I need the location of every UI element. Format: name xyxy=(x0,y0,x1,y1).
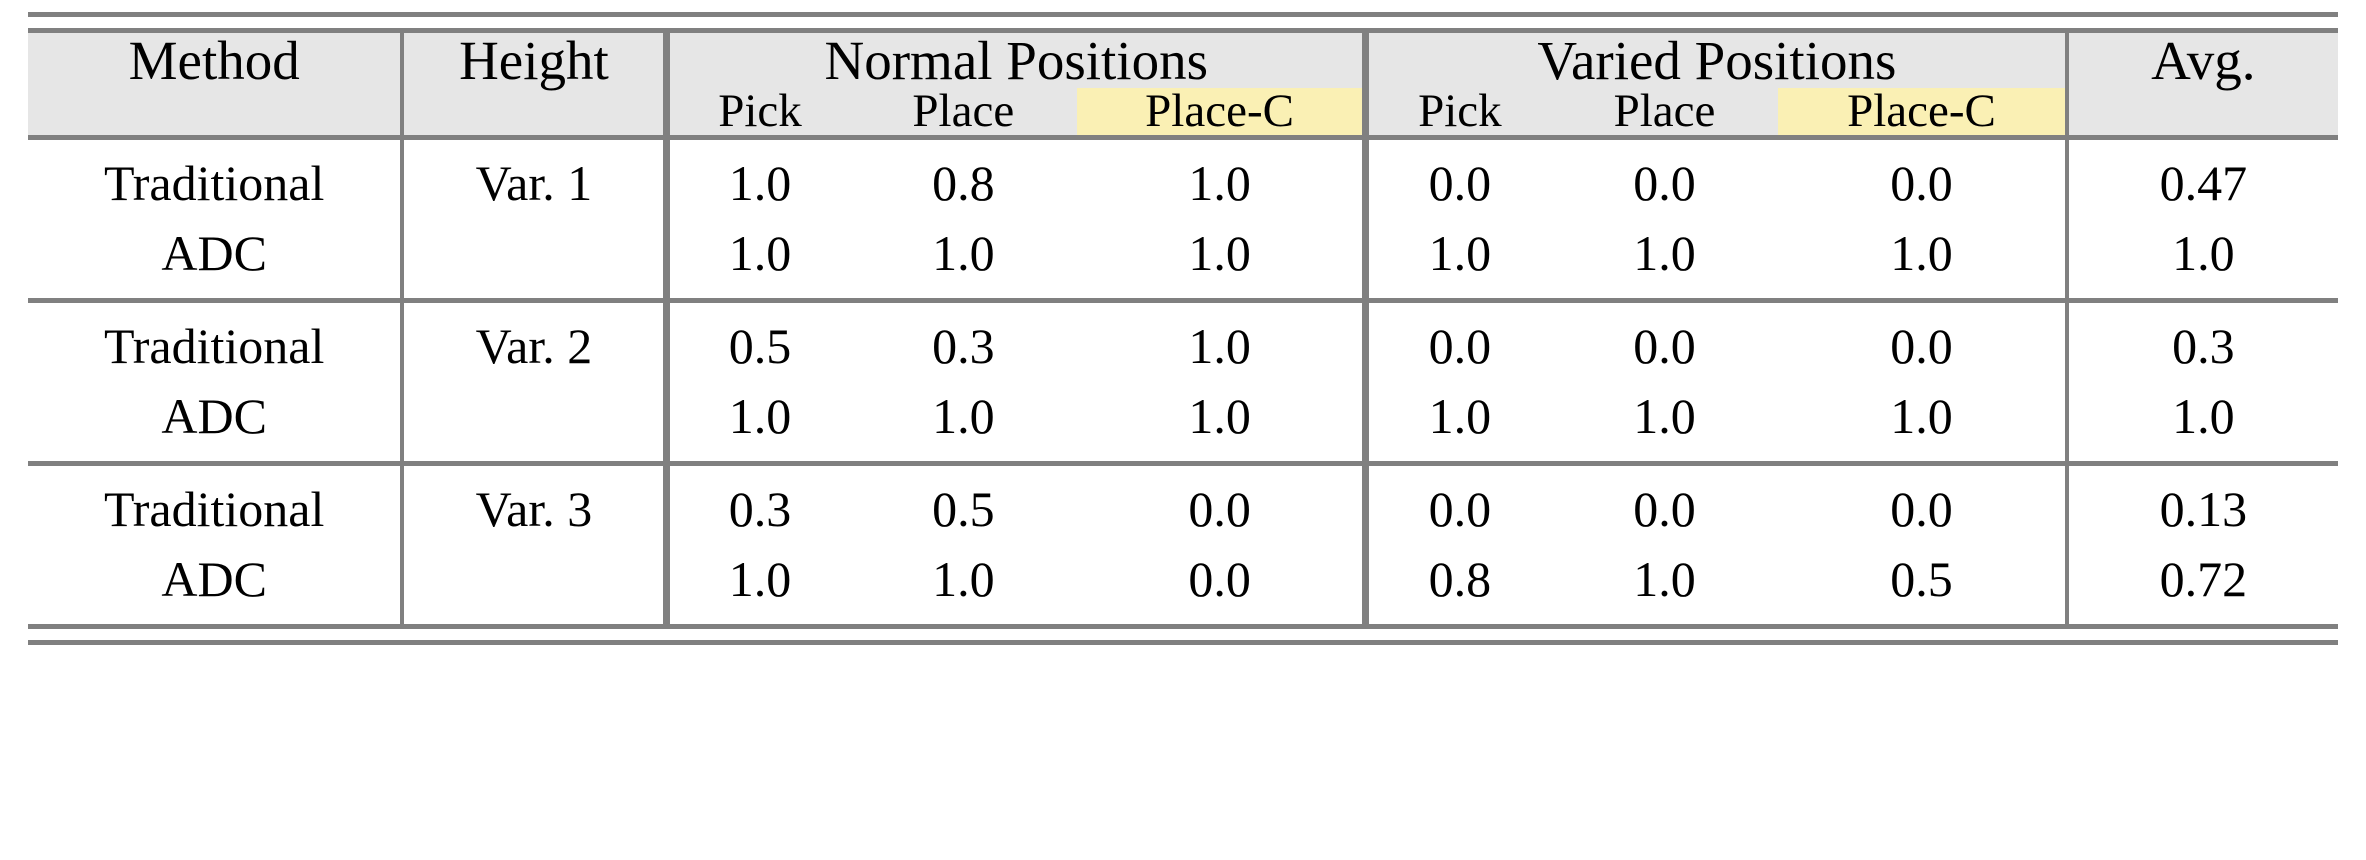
cell-method: Traditional xyxy=(28,298,403,381)
cell-normal-place: 0.8 xyxy=(849,135,1078,218)
table-top-inner-rule xyxy=(28,28,2338,33)
cell-varied-place: 0.0 xyxy=(1550,461,1779,544)
cell-normal-pick: 1.0 xyxy=(663,135,850,218)
table-header: Method Height Normal Positions Varied Po… xyxy=(28,33,2338,138)
cell-varied-place-c: 0.0 xyxy=(1778,298,2067,381)
header-row-groups: Method Height Normal Positions Varied Po… xyxy=(28,33,2338,138)
cell-varied-place-c: 0.0 xyxy=(1778,461,2067,544)
cell-normal-place: 1.0 xyxy=(849,544,1078,624)
cell-avg: 0.47 xyxy=(2064,135,2338,218)
cell-varied-place-c: 0.0 xyxy=(1778,135,2067,218)
cell-normal-place-c: 1.0 xyxy=(1077,381,1366,464)
table-bottom-outer-rule xyxy=(28,640,2338,645)
col-header-varied-pick: Pick xyxy=(1362,88,1551,138)
cell-varied-place: 0.0 xyxy=(1550,298,1779,381)
cell-method: ADC xyxy=(28,381,403,464)
results-table-container: Method Height Normal Positions Varied Po… xyxy=(28,12,2338,645)
cell-method: Traditional xyxy=(28,461,403,544)
table-row: ADC 1.0 1.0 1.0 1.0 1.0 1.0 1.0 xyxy=(28,218,2338,301)
cell-avg: 1.0 xyxy=(2064,218,2338,301)
cell-method: Traditional xyxy=(28,135,403,218)
cell-method: ADC xyxy=(28,218,403,301)
cell-varied-place-c: 1.0 xyxy=(1778,218,2067,301)
cell-height: Var. 3 xyxy=(400,461,667,624)
cell-normal-pick: 0.3 xyxy=(663,461,850,544)
cell-varied-place: 1.0 xyxy=(1550,381,1779,464)
col-header-normal-pick: Pick xyxy=(663,88,850,138)
table-row: ADC 1.0 1.0 0.0 0.8 1.0 0.5 0.72 xyxy=(28,544,2338,624)
cell-normal-place-c: 0.0 xyxy=(1077,461,1366,544)
col-header-normal-place-c: Place-C xyxy=(1077,88,1366,138)
col-header-avg: Avg. xyxy=(2064,33,2338,138)
cell-varied-pick: 0.0 xyxy=(1362,298,1551,381)
cell-normal-place-c: 1.0 xyxy=(1077,135,1366,218)
cell-varied-place: 0.0 xyxy=(1550,135,1779,218)
cell-normal-pick: 1.0 xyxy=(663,381,850,464)
col-header-method: Method xyxy=(28,33,403,138)
cell-normal-place: 1.0 xyxy=(849,218,1078,301)
cell-varied-pick: 0.8 xyxy=(1362,544,1551,624)
cell-avg: 0.72 xyxy=(2064,544,2338,624)
cell-avg: 0.13 xyxy=(2064,461,2338,544)
cell-normal-place-c: 1.0 xyxy=(1077,298,1366,381)
col-header-height: Height xyxy=(400,33,667,138)
table-body: Traditional Var. 1 1.0 0.8 1.0 0.0 0.0 0… xyxy=(28,135,2338,624)
cell-height: Var. 2 xyxy=(400,298,667,464)
col-header-varied-place-c: Place-C xyxy=(1778,88,2067,138)
table-row: Traditional Var. 1 1.0 0.8 1.0 0.0 0.0 0… xyxy=(28,135,2338,301)
cell-varied-pick: 1.0 xyxy=(1362,218,1551,301)
cell-varied-pick: 0.0 xyxy=(1362,135,1551,218)
results-table: Method Height Normal Positions Varied Po… xyxy=(28,33,2338,624)
cell-avg: 1.0 xyxy=(2064,381,2338,464)
table-row: Traditional Var. 3 0.3 0.5 0.0 0.0 0.0 0… xyxy=(28,461,2338,624)
table-row: ADC 1.0 1.0 1.0 1.0 1.0 1.0 1.0 xyxy=(28,381,2338,464)
table-row: Traditional Var. 2 0.5 0.3 1.0 0.0 0.0 0… xyxy=(28,298,2338,464)
col-group-header-varied-positions: Varied Positions xyxy=(1362,33,2067,88)
cell-varied-place: 1.0 xyxy=(1550,544,1779,624)
table-top-outer-rule xyxy=(28,12,2338,17)
header-row-subcolumns: Pick Place Place-C Pick Place Place-C xyxy=(28,88,2338,138)
cell-normal-place-c: 0.0 xyxy=(1077,544,1366,624)
cell-normal-pick: 0.5 xyxy=(663,298,850,381)
table-top-rule-gap xyxy=(28,17,2338,28)
col-header-varied-place: Place xyxy=(1550,88,1779,138)
cell-varied-place: 1.0 xyxy=(1550,218,1779,301)
cell-normal-pick: 1.0 xyxy=(663,218,850,301)
cell-normal-place: 1.0 xyxy=(849,381,1078,464)
col-header-normal-place: Place xyxy=(849,88,1078,138)
col-group-header-normal-positions: Normal Positions xyxy=(663,33,1366,88)
cell-normal-place: 0.5 xyxy=(849,461,1078,544)
cell-normal-place-c: 1.0 xyxy=(1077,218,1366,301)
table-bottom-rule-gap xyxy=(28,629,2338,640)
cell-varied-pick: 1.0 xyxy=(1362,381,1551,464)
cell-varied-place-c: 1.0 xyxy=(1778,381,2067,464)
cell-varied-pick: 0.0 xyxy=(1362,461,1551,544)
table-bottom-inner-rule xyxy=(28,624,2338,629)
cell-normal-place: 0.3 xyxy=(849,298,1078,381)
cell-height: Var. 1 xyxy=(400,135,667,301)
cell-avg: 0.3 xyxy=(2064,298,2338,381)
cell-method: ADC xyxy=(28,544,403,624)
cell-varied-place-c: 0.5 xyxy=(1778,544,2067,624)
cell-normal-pick: 1.0 xyxy=(663,544,850,624)
